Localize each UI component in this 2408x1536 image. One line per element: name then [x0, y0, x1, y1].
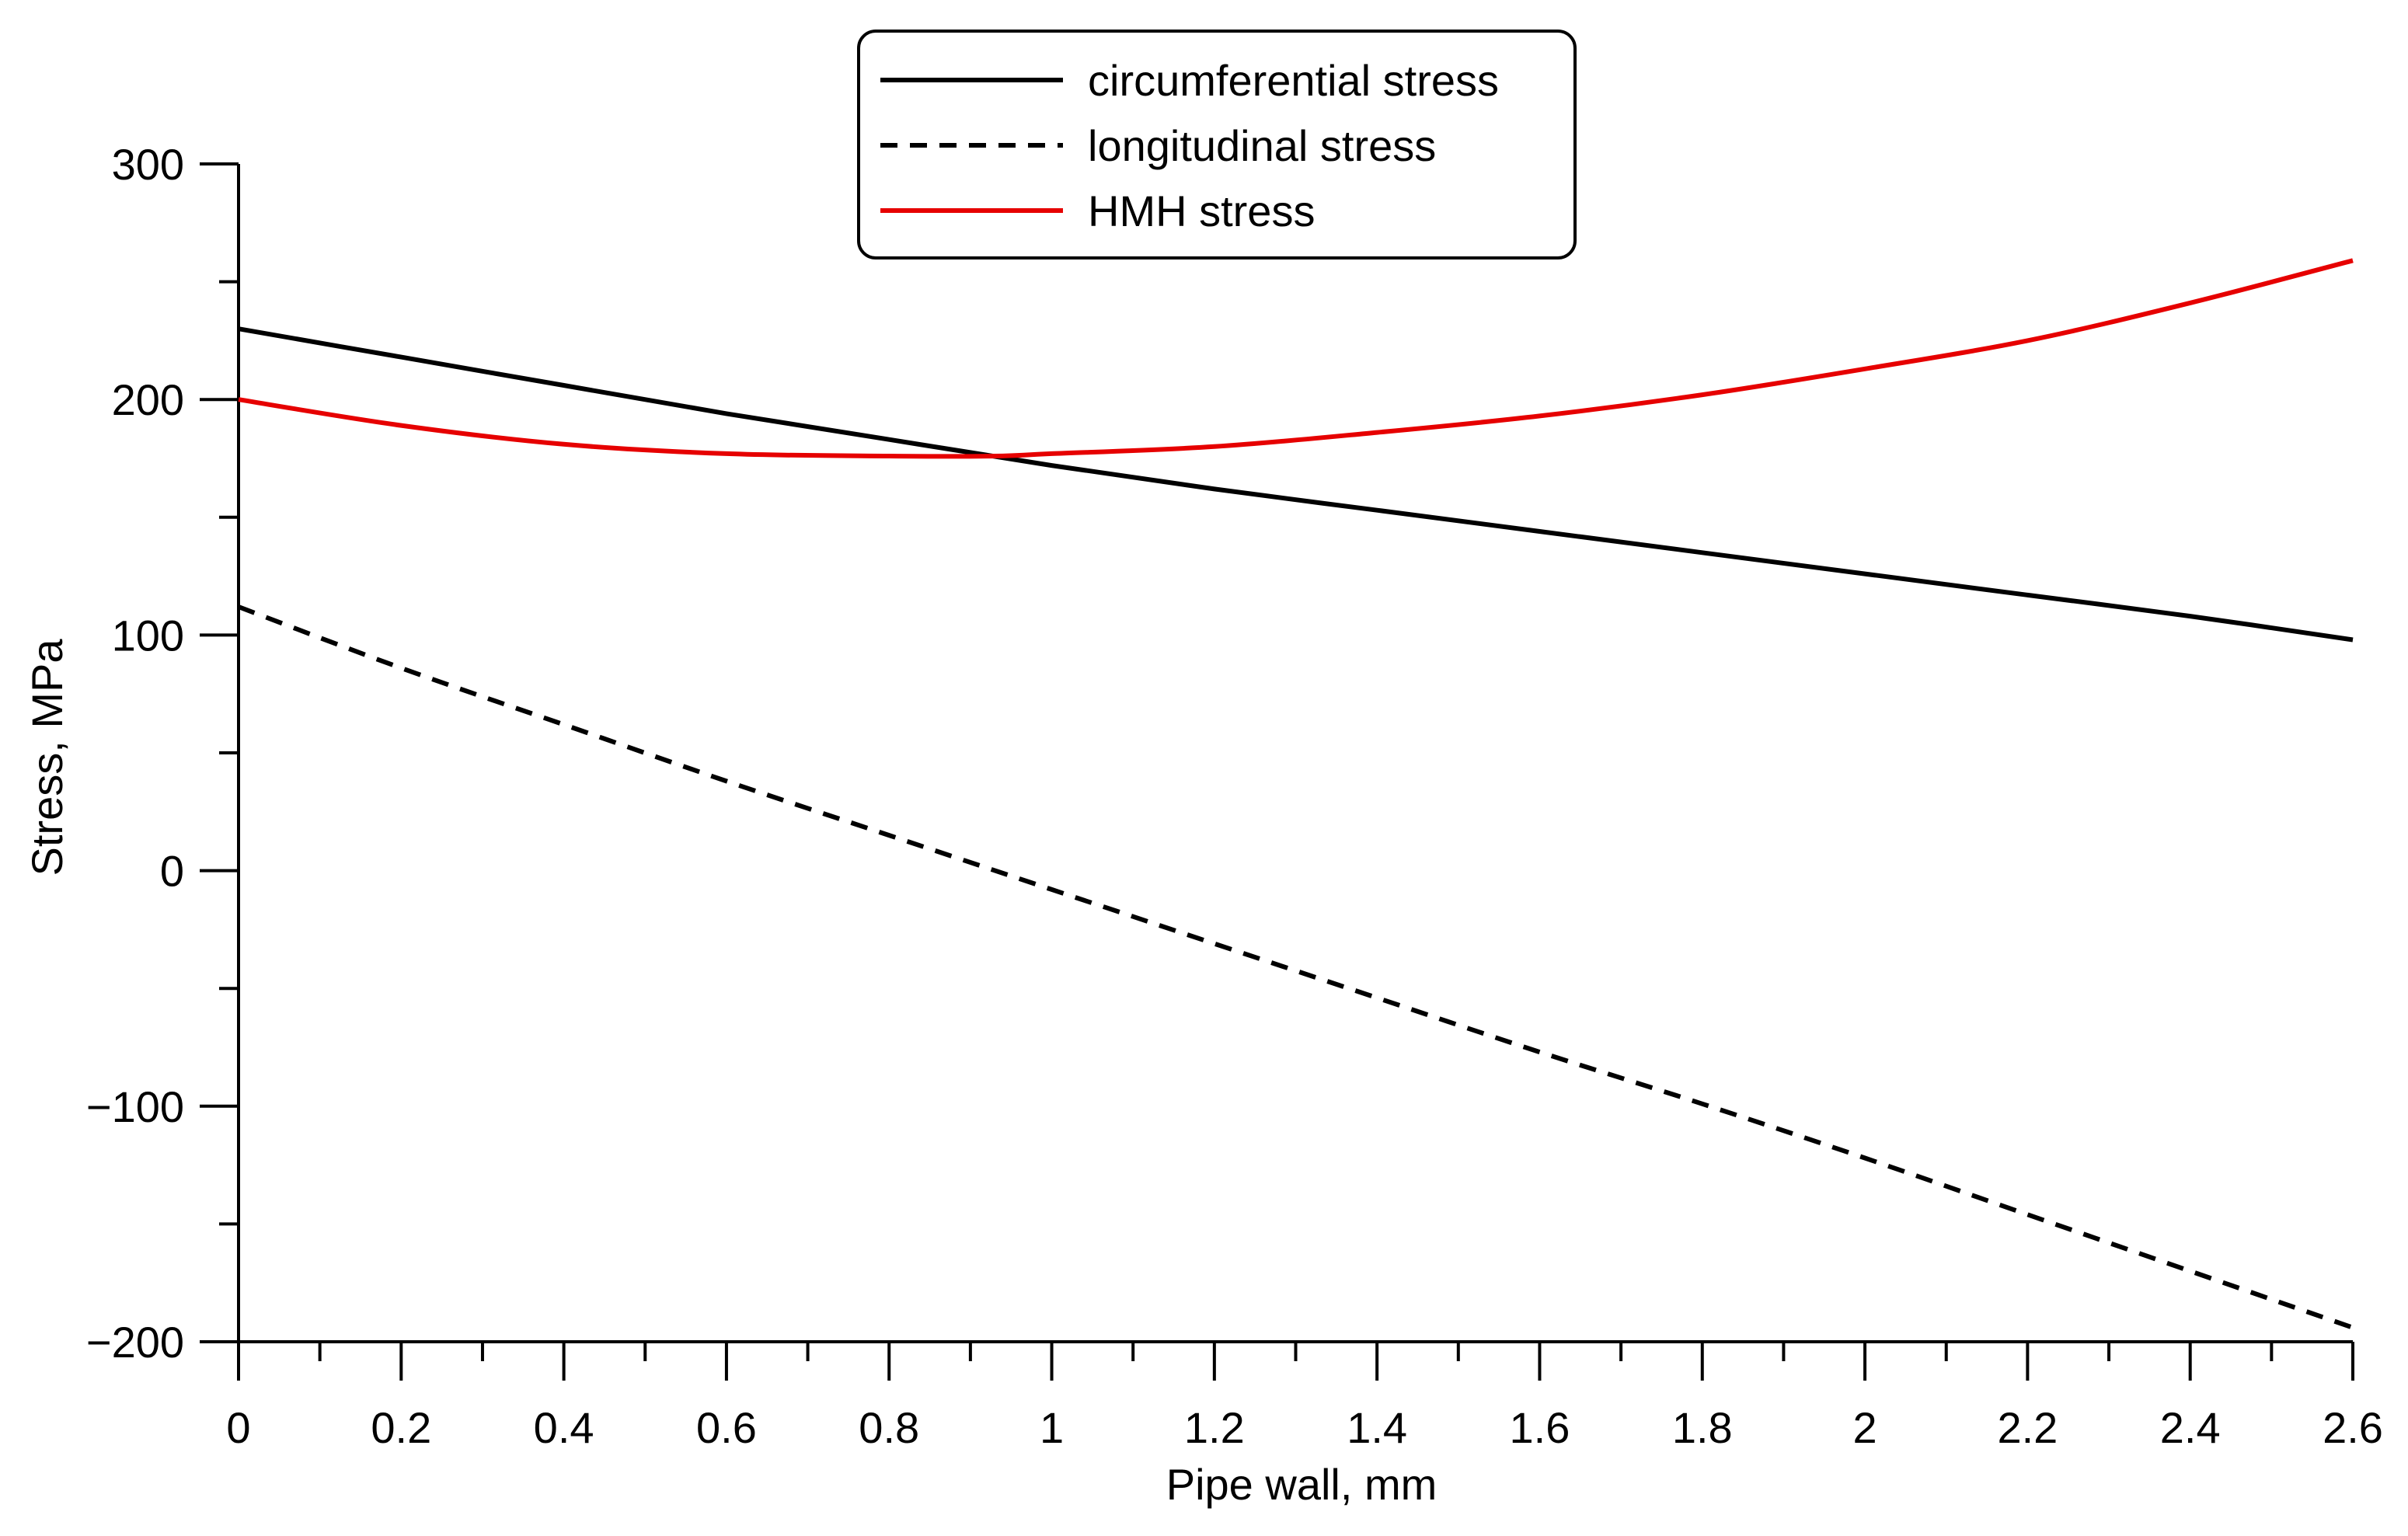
- legend-items: circumferential stress longitudinal stres…: [880, 56, 1499, 235]
- series-layer: [237, 258, 2354, 1330]
- y-tick-label: 0: [160, 847, 184, 896]
- y-tick-label: 200: [112, 375, 184, 424]
- x-tick-label: 2.2: [1997, 1403, 2058, 1452]
- series-line-longitudinal-stress: [237, 604, 2354, 1330]
- y-axis-ticks: −200 −100 0 100 200 300: [86, 140, 239, 1367]
- x-tick-label: 1.2: [1184, 1403, 1245, 1452]
- y-tick-label: −200: [86, 1318, 184, 1367]
- x-tick-label: 2.6: [2323, 1403, 2383, 1452]
- x-tick-label: 0.6: [696, 1403, 757, 1452]
- y-axis-title: Stress, MPa: [23, 639, 71, 876]
- series-line-circumferential-stress: [238, 326, 2354, 643]
- legend-label-circumferential-stress: circumferential stress: [1088, 56, 1499, 105]
- x-tick-label: 1.6: [1510, 1403, 1570, 1452]
- x-tick-label: 0.2: [371, 1403, 431, 1452]
- x-tick-label: 2: [1852, 1403, 1877, 1452]
- x-tick-label: 0.4: [534, 1403, 594, 1452]
- y-tick-label: 300: [112, 140, 184, 189]
- x-axis-ticks: 0 0.2 0.4 0.6 0.8 1 1.2 1.4 1.6 1.8 2 2.2 2.4 2.6: [226, 1342, 2383, 1452]
- y-tick-label: 100: [112, 611, 184, 660]
- x-tick-label: 1.4: [1347, 1403, 1407, 1452]
- legend: circumferential stress longitudinal stres…: [857, 30, 1577, 259]
- legend-box: [857, 30, 1577, 259]
- x-axis-title: Pipe wall, mm: [1166, 1460, 1437, 1509]
- legend-label-hmh-stress: HMH stress: [1088, 186, 1315, 235]
- x-tick-label: 0.8: [859, 1403, 919, 1452]
- x-tick-label: 1: [1040, 1403, 1064, 1452]
- legend-label-longitudinal-stress: longitudinal stress: [1088, 121, 1436, 170]
- x-tick-label: 0: [226, 1403, 250, 1452]
- series-line-hmh-stress: [238, 258, 2354, 459]
- y-tick-label: −100: [86, 1082, 184, 1131]
- x-tick-label: 1.8: [1672, 1403, 1733, 1452]
- x-tick-label: 2.4: [2160, 1403, 2221, 1452]
